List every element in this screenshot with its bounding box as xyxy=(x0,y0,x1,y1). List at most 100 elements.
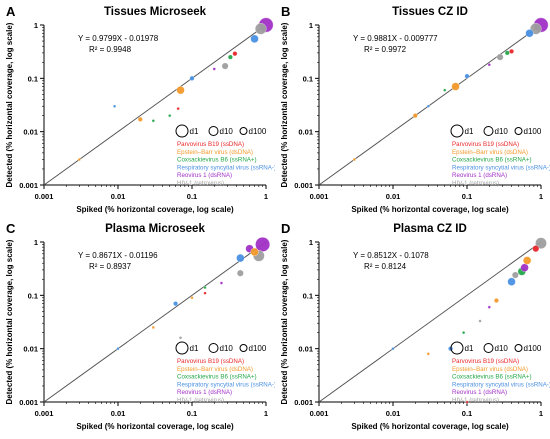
data-point xyxy=(137,116,143,122)
data-point xyxy=(535,237,547,249)
data-point xyxy=(412,113,418,119)
virus-legend-entry: Parvovirus B19 (ssDNA) xyxy=(177,358,244,365)
virus-legend-entry: Respiratory syncytial virus (ssRNA-) xyxy=(452,381,550,388)
y-tick-label: 0.01 xyxy=(298,345,313,354)
panel-letter: B xyxy=(281,4,290,19)
y-tick-label: 1 xyxy=(34,238,38,247)
panel-a: A Tissues Microseek 0.001 0.001 0.01 0.01 0.1 0… xyxy=(0,0,276,217)
data-point xyxy=(250,247,259,257)
x-tick-label: 0.01 xyxy=(111,192,126,201)
virus-legend-entry: Epstein–Barr virus (dsDNA) xyxy=(177,366,253,373)
x-axis-label: Spiked (% horizontal coverage, log scale… xyxy=(76,422,234,431)
data-point xyxy=(511,271,519,279)
data-point xyxy=(426,352,430,356)
scatter-plot: A Tissues Microseek 0.001 0.001 0.01 0.01 0.1 0… xyxy=(5,4,276,214)
chart-title: Plasma CZ ID xyxy=(393,223,467,235)
y-tick-label: 0.1 xyxy=(28,74,38,83)
size-legend-label: d100 xyxy=(524,344,542,353)
regression-equation: Y = 0.8512X - 0.1078 xyxy=(353,251,429,260)
data-point xyxy=(525,29,534,38)
virus-legend-entry: Parvovirus B19 (ssDNA) xyxy=(177,141,244,148)
regression-line xyxy=(43,241,267,403)
x-tick-label: 0.1 xyxy=(187,192,197,201)
data-point xyxy=(116,347,120,351)
data-point xyxy=(255,23,267,35)
data-point xyxy=(227,54,233,60)
data-point xyxy=(451,82,460,91)
size-legend-label: d100 xyxy=(524,127,542,136)
virus-legend-entry: Reovirus 1 (dsRNA) xyxy=(177,389,232,396)
data-point xyxy=(203,291,207,295)
data-point xyxy=(509,48,514,54)
data-point xyxy=(113,104,117,108)
regression-line xyxy=(318,24,542,186)
regression-equation: Y = 0.8671X - 0.01196 xyxy=(78,251,158,260)
data-point xyxy=(443,88,447,92)
virus-legend-entry: Epstein–Barr virus (dsDNA) xyxy=(452,149,528,156)
data-point xyxy=(236,269,244,277)
size-legend-label: d1 xyxy=(190,344,199,353)
x-tick-label: 0.1 xyxy=(187,409,197,418)
y-axis-label: Detected (% horizontal coverage, log sca… xyxy=(5,239,14,404)
y-axis-label: Detected (% horizontal coverage, log sca… xyxy=(280,22,289,187)
size-legend-circle xyxy=(239,344,248,352)
scatter-plot: B Tissues CZ ID 0.001 0.001 0.01 0.01 0.1 0.1 1 1… xyxy=(280,4,550,214)
y-tick-label: 0.1 xyxy=(303,74,313,83)
panel-letter: C xyxy=(6,221,16,236)
data-point xyxy=(487,63,491,67)
size-legend-label: d10 xyxy=(495,127,509,136)
regression-equation: Y = 0.9881X - 0.009777 xyxy=(353,34,438,43)
data-point xyxy=(236,253,245,263)
panel-letter: D xyxy=(281,221,290,236)
data-point xyxy=(426,104,430,108)
data-point xyxy=(151,119,155,123)
data-point xyxy=(352,158,356,162)
x-tick-label: 0.1 xyxy=(462,192,472,201)
data-point xyxy=(212,67,216,71)
virus-legend-entry: HIV-1 (retrovirus) xyxy=(177,180,224,187)
virus-legend-entry: HIV-1 (retrovirus) xyxy=(452,397,499,404)
y-tick-label: 0.1 xyxy=(28,291,38,300)
panel-d: D Plasma CZ ID 0.001 0.001 0.01 0.01 0.1 0.1 1 1 S… xyxy=(275,217,550,434)
data-point xyxy=(520,263,529,272)
x-tick-label: 1 xyxy=(539,409,543,418)
x-tick-label: 1 xyxy=(264,192,268,201)
y-tick-label: 0.01 xyxy=(23,345,38,354)
regression-line xyxy=(318,241,542,403)
data-point xyxy=(507,277,516,286)
x-tick-label: 0.1 xyxy=(462,409,472,418)
data-point xyxy=(219,281,223,285)
virus-legend-entry: HIV-1 (retrovirus) xyxy=(177,397,224,404)
x-tick-label: 0.01 xyxy=(386,192,401,201)
virus-legend-entry: Reovirus 1 (dsRNA) xyxy=(452,389,507,396)
r-squared: R² = 0.8124 xyxy=(364,262,407,271)
data-point xyxy=(523,256,532,265)
virus-legend-entry: Coxsackievirus B6 (ssRNA+) xyxy=(452,157,532,164)
data-point xyxy=(190,296,194,300)
data-point xyxy=(465,400,469,404)
virus-legend-entry: Epstein–Barr virus (dsDNA) xyxy=(177,149,253,156)
regression-equation: Y = 0.9799X - 0.01978 xyxy=(78,34,159,43)
r-squared: R² = 0.8937 xyxy=(89,262,132,271)
data-point xyxy=(478,319,482,323)
data-point xyxy=(203,285,207,290)
data-point xyxy=(151,325,155,329)
x-axis-label: Spiked (% horizontal coverage, log scale… xyxy=(76,205,234,214)
panel-letter: A xyxy=(6,4,16,19)
size-legend-circle xyxy=(239,127,248,135)
data-point xyxy=(178,336,183,340)
panel-c: C Plasma Microseek 0.001 0.001 0.01 0.01 0.1 0.… xyxy=(0,217,276,434)
data-point xyxy=(487,305,491,309)
size-legend-label: d10 xyxy=(220,127,234,136)
size-legend-label: d100 xyxy=(249,344,267,353)
data-point xyxy=(176,86,185,95)
chart-title: Tissues CZ ID xyxy=(392,6,468,18)
size-legend-circle xyxy=(483,126,494,136)
y-tick-label: 0.01 xyxy=(23,128,38,137)
virus-legend-entry: HIV-1 (retrovirus) xyxy=(452,180,499,187)
x-tick-label: 0.001 xyxy=(310,192,329,201)
x-tick-label: 1 xyxy=(264,409,268,418)
virus-legend-entry: Coxsackievirus B6 (ssRNA+) xyxy=(452,374,532,381)
data-point xyxy=(391,347,395,351)
